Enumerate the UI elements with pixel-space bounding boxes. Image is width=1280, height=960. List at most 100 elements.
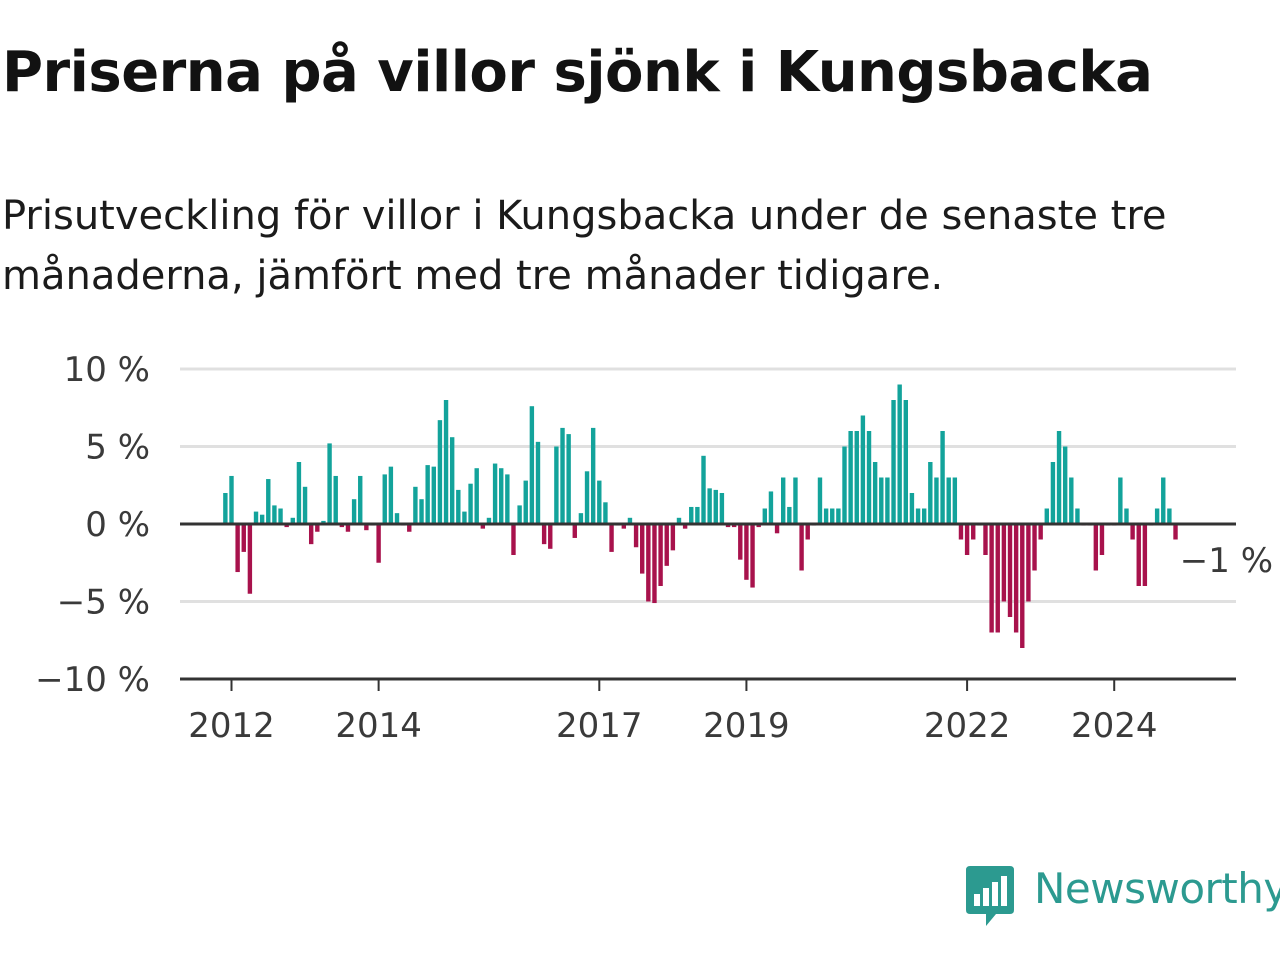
bar [321,520,326,524]
bar [952,477,958,524]
bar [456,489,461,524]
bar [1062,446,1068,524]
bar [983,524,988,555]
bar [756,524,761,528]
bar [235,524,240,573]
bar [505,474,510,524]
bar [989,524,994,633]
bar [358,475,363,524]
bar [376,524,381,563]
bar [1069,477,1074,524]
bar [437,420,443,524]
bar [1136,524,1141,586]
y-tick-label: −10 % [35,660,150,700]
bar [394,513,400,524]
bar [1056,431,1062,524]
bar [695,506,700,524]
bar [866,431,872,524]
bar [1142,524,1148,586]
bar [915,508,921,524]
bar [652,524,657,604]
bar [302,486,308,524]
bar [1161,477,1166,524]
bar [640,524,645,574]
bar-series [223,384,1178,648]
bar [1099,524,1105,555]
bar [603,502,608,524]
newsworthy-logo-icon [966,866,1014,926]
bar [382,474,387,524]
bar [731,524,737,528]
bar [689,506,694,524]
bar [259,514,265,524]
bar [492,463,498,524]
bar [333,475,338,524]
bar [327,443,332,524]
bar [431,466,436,524]
bar [407,524,412,532]
bar [891,400,896,524]
bar [548,524,553,549]
bar [590,427,596,524]
bar [474,468,479,524]
bar [682,524,688,529]
bar [768,491,774,524]
bar [229,475,234,524]
bar [241,524,246,552]
bar [848,431,853,524]
bar [836,508,841,524]
bar [1020,524,1025,648]
bar [523,480,528,524]
bar [885,477,890,524]
bar [633,524,639,548]
bar [701,455,706,524]
bar [921,508,927,524]
bar [627,517,633,524]
bar [480,524,486,529]
bar [1026,524,1031,602]
bar [670,524,676,551]
x-tick-label: 2019 [703,706,790,746]
bar [1167,508,1172,524]
axes [180,522,1236,691]
bar [1038,524,1043,540]
bar [1032,524,1037,571]
x-tick-label: 2022 [924,706,1011,746]
bar [664,524,669,566]
bar [290,517,295,524]
x-tick-label: 2024 [1071,706,1158,746]
bar [345,524,351,532]
bar [781,477,786,524]
bar [903,400,908,524]
bar [817,477,823,524]
bar [1007,524,1013,617]
bar [566,434,571,524]
y-tick-label: 5 % [85,428,150,468]
bar [560,427,565,524]
bar [462,511,467,524]
bar [971,524,976,540]
bar [1001,524,1007,602]
bar [388,466,394,524]
bar [284,524,289,528]
bar [879,477,884,524]
bar [909,493,915,524]
bar [419,499,424,524]
bar [860,415,866,524]
gridlines [180,367,1236,603]
bar [609,524,614,552]
bar [1013,524,1019,633]
bar [468,483,473,524]
chart-subtitle: Prisutveckling för villor i Kungsbacka u… [2,193,1167,299]
bar [449,437,455,524]
x-tick-label: 2014 [335,706,422,746]
bar [897,384,902,524]
bar [529,406,535,524]
bar [517,505,522,524]
bar [964,524,970,555]
bar [799,524,804,571]
bar [486,517,492,524]
bar [364,524,369,531]
bar [805,524,810,540]
bar [296,462,302,524]
